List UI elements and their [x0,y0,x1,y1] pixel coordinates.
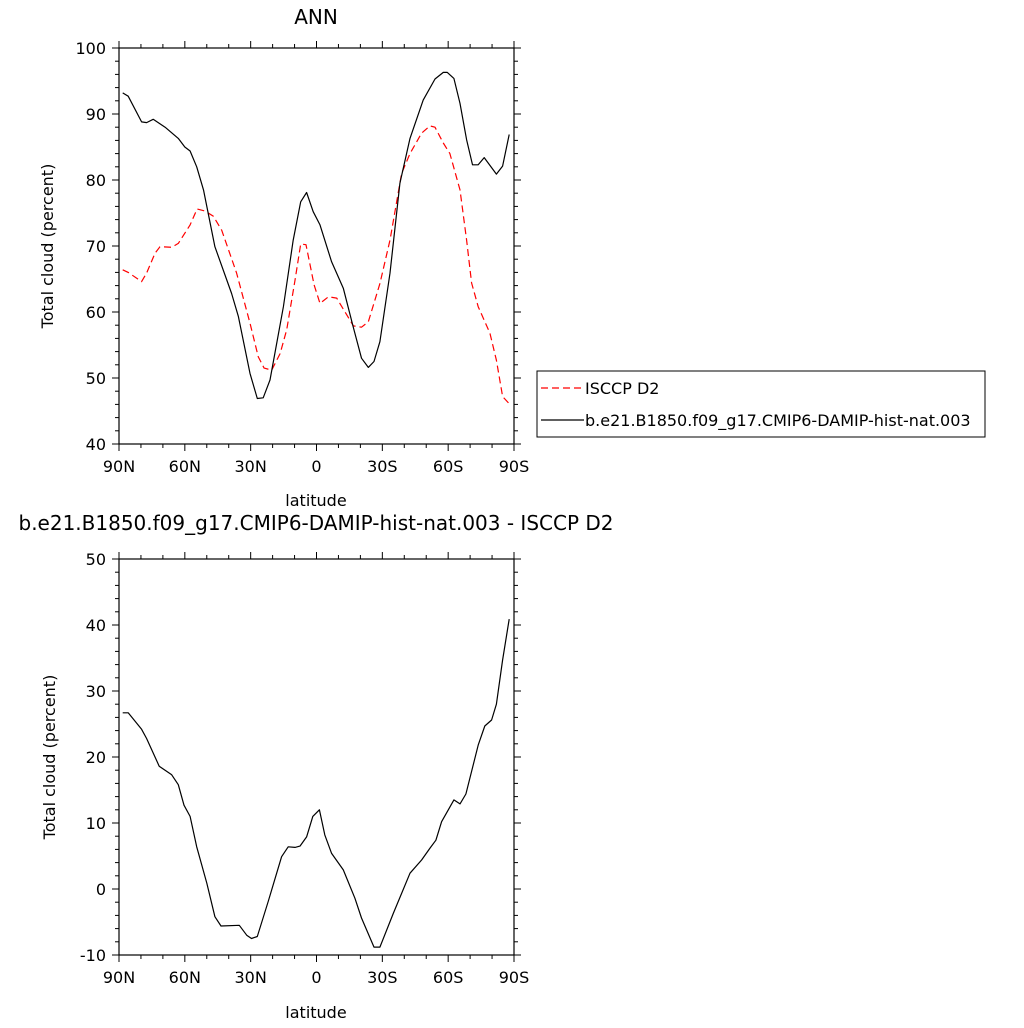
y-tick-label: 40 [86,616,106,635]
x-tick-label: 90S [499,968,530,987]
y-tick-label: 20 [86,748,106,767]
x-tick-label: 30S [367,457,398,476]
x-axis-label: latitude [285,491,346,510]
x-tick-label: 60S [433,457,464,476]
y-tick-label: 50 [86,369,106,388]
x-tick-label: 60N [169,457,201,476]
x-tick-label: 90N [103,968,135,987]
legend-box [536,370,986,438]
series-line-1 [122,71,510,400]
panel-difference: b.e21.B1850.f09_g17.CMIP6-DAMIP-hist-nat… [19,511,614,1022]
y-tick-label: 70 [86,237,106,256]
x-axis-label: latitude [285,1003,346,1022]
series-line-0 [122,125,510,405]
y-tick-label: 80 [86,171,106,190]
y-tick-label: 10 [86,814,106,833]
plot-frame [118,558,515,956]
y-axis-label: Total cloud (percent) [40,675,59,841]
y-tick-label: 90 [86,105,106,124]
chart-title: b.e21.B1850.f09_g17.CMIP6-DAMIP-hist-nat… [19,511,614,535]
y-tick-label: 50 [86,550,106,569]
y-tick-label: 40 [86,435,106,454]
series-line-0 [122,619,510,948]
y-tick-label: -10 [80,946,106,965]
x-tick-label: 90S [499,457,530,476]
y-axis-label: Total cloud (percent) [38,164,57,330]
x-tick-label: 0 [311,968,321,987]
panel-annual-cloud: ANN latitude Total cloud (percent) ISCCP… [38,5,986,510]
y-tick-label: 30 [86,682,106,701]
y-tick-label: 0 [96,880,106,899]
legend: ISCCP D2 b.e21.B1850.f09_g17.CMIP6-DAMIP… [536,370,986,438]
legend-label-isccp: ISCCP D2 [585,379,659,398]
x-tick-label: 60S [433,968,464,987]
x-tick-label: 30N [235,968,267,987]
x-tick-label: 60N [169,968,201,987]
x-tick-label: 90N [103,457,135,476]
y-tick-label: 100 [75,39,106,58]
plot-frame [118,47,515,445]
chart-title: ANN [294,5,338,29]
x-tick-label: 30S [367,968,398,987]
legend-label-model: b.e21.B1850.f09_g17.CMIP6-DAMIP-hist-nat… [585,411,971,431]
y-tick-label: 60 [86,303,106,322]
x-tick-label: 0 [311,457,321,476]
x-tick-label: 30N [235,457,267,476]
